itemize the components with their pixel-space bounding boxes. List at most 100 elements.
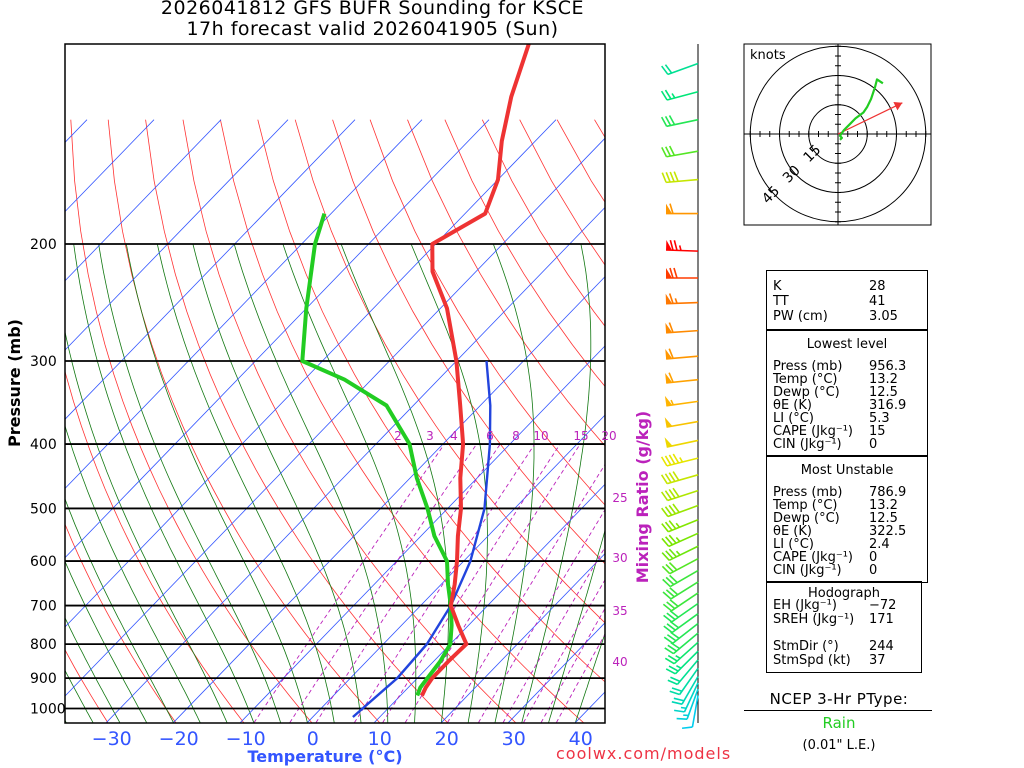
pressure-tick-label: 400 xyxy=(30,437,57,453)
moist-adiabat-line xyxy=(233,243,389,723)
wind-barb-staff xyxy=(666,439,699,448)
wind-barb-staff xyxy=(667,62,699,76)
mixing-ratio-label: 10 xyxy=(533,429,548,443)
wind-barb-full xyxy=(669,587,679,596)
wind-barb-full xyxy=(665,172,671,183)
moist-adiabat-line xyxy=(65,560,147,723)
wind-barb-full xyxy=(661,565,671,575)
pressure-tick-label: 200 xyxy=(30,237,57,253)
moist-adiabat-line xyxy=(98,243,281,723)
wind-barb-full xyxy=(665,576,675,586)
wind-barb-full xyxy=(664,647,674,655)
wind-barb-staff xyxy=(666,178,699,184)
wind-barb xyxy=(665,372,699,384)
wind-barb xyxy=(665,650,699,675)
most-unstable-value-6: 0 xyxy=(869,563,878,578)
wind-barb-full xyxy=(672,453,680,464)
dry-adiabat-line xyxy=(294,119,605,624)
wind-barb-full xyxy=(664,506,673,516)
dry-adiabat-line xyxy=(969,120,1024,723)
ptype-value: Rain xyxy=(822,714,856,732)
lowest-level-value-6: 0 xyxy=(869,437,878,452)
wind-barb-full xyxy=(665,668,676,675)
wind-barb xyxy=(663,613,699,634)
dry-adiabat-line xyxy=(145,119,448,723)
k-index-label: K xyxy=(773,279,782,294)
wind-barb-full xyxy=(669,267,674,279)
wind-barb-full xyxy=(664,64,673,74)
wind-barb xyxy=(662,581,699,600)
wind-barb-full xyxy=(668,665,679,672)
wind-barb xyxy=(664,437,699,448)
dry-adiabat-line xyxy=(369,119,605,506)
wind-barb xyxy=(662,569,699,588)
temperature-tick-label: 20 xyxy=(435,728,459,750)
wind-barb-full xyxy=(660,456,668,467)
tt-index-label: TT xyxy=(773,294,789,309)
pressure-tick-label: 900 xyxy=(30,671,57,687)
hodograph-ring-label: 45 xyxy=(759,183,783,207)
wind-barb-flag xyxy=(666,203,672,214)
temperature-tick-label: 10 xyxy=(368,728,392,750)
isotherm-line xyxy=(173,276,605,723)
wind-barb-full xyxy=(665,536,674,546)
most-unstable-value-1: 13.2 xyxy=(869,498,898,513)
lowest-level-label-5: CAPE (Jkg⁻¹) xyxy=(773,424,853,439)
wind-barb xyxy=(666,267,698,279)
moist-adiabat-line xyxy=(340,243,449,723)
isotherm-line xyxy=(65,119,289,351)
wind-barb-full xyxy=(669,239,674,251)
wind-barb-full xyxy=(660,474,668,485)
most-unstable-value-4: 2.4 xyxy=(869,537,890,552)
wind-barb-full xyxy=(663,614,673,623)
wind-barb-full xyxy=(661,147,668,158)
wind-barb-full xyxy=(673,171,679,182)
wind-barb xyxy=(660,487,699,502)
pressure-tick-label: 1000 xyxy=(30,702,66,718)
wind-barb xyxy=(665,322,699,334)
wind-barb-flag xyxy=(665,293,673,304)
lowest-level-value-2: 12.5 xyxy=(869,385,898,400)
mixing-ratio-line xyxy=(556,633,605,723)
lowest-level-value-1: 13.2 xyxy=(869,372,898,387)
most-unstable-value-5: 0 xyxy=(869,550,878,565)
y-axis-label: Pressure (mb) xyxy=(5,319,24,447)
wind-barb-staff xyxy=(667,489,699,502)
wind-barb-staff xyxy=(667,474,699,485)
hodograph-stats-header: Hodograph xyxy=(808,586,880,601)
wind-barb-staff xyxy=(668,545,699,562)
wind-barb-full xyxy=(669,620,680,629)
moist-adiabat-line xyxy=(410,243,488,723)
wind-barb-full xyxy=(669,203,674,214)
wind-barb-full xyxy=(673,697,685,702)
wind-barb xyxy=(661,503,699,518)
ptype-header: NCEP 3-Hr PType: xyxy=(769,690,909,708)
most-unstable-label-4: LI (°C) xyxy=(773,537,814,552)
wind-barb-full xyxy=(661,537,670,547)
dry-adiabat-line xyxy=(931,120,1024,723)
chart-title: 2026041812 GFS BUFR Sounding for KSCE xyxy=(160,0,585,19)
wind-barb-staff xyxy=(672,632,699,655)
hodograph-stat-label-3: StmSpd (kt) xyxy=(773,653,851,668)
footer-url[interactable]: coolwx.com/models xyxy=(556,744,732,763)
wind-barb-full xyxy=(668,293,674,304)
dry-adiabat-line xyxy=(332,119,605,565)
wind-barb xyxy=(664,641,699,665)
dry-adiabat-line xyxy=(65,369,245,723)
temperature-tick-label: −30 xyxy=(92,728,132,750)
hodograph-stat-label-1: SREH (Jkg⁻¹) xyxy=(773,612,855,627)
isotherm-line xyxy=(65,119,222,282)
isotherm-line xyxy=(65,119,356,420)
moist-adiabat-line xyxy=(492,243,535,723)
wind-barb-staff xyxy=(669,557,699,575)
wind-barb-full xyxy=(664,490,673,500)
wind-barb-full xyxy=(668,520,677,530)
indices-table: K 28 TT 41 PW (cm) 3.05 xyxy=(766,270,928,331)
wind-barb-staff xyxy=(672,622,699,644)
isotherm-line xyxy=(441,552,605,723)
wind-barb-full xyxy=(672,487,680,498)
wind-barb-full xyxy=(663,636,674,644)
wind-barb-full xyxy=(664,115,672,126)
wind-barb-half xyxy=(675,654,681,660)
lowest-level-table: Lowest level Press (mb) 956.3 Temp (°C) 13.… xyxy=(766,329,928,457)
